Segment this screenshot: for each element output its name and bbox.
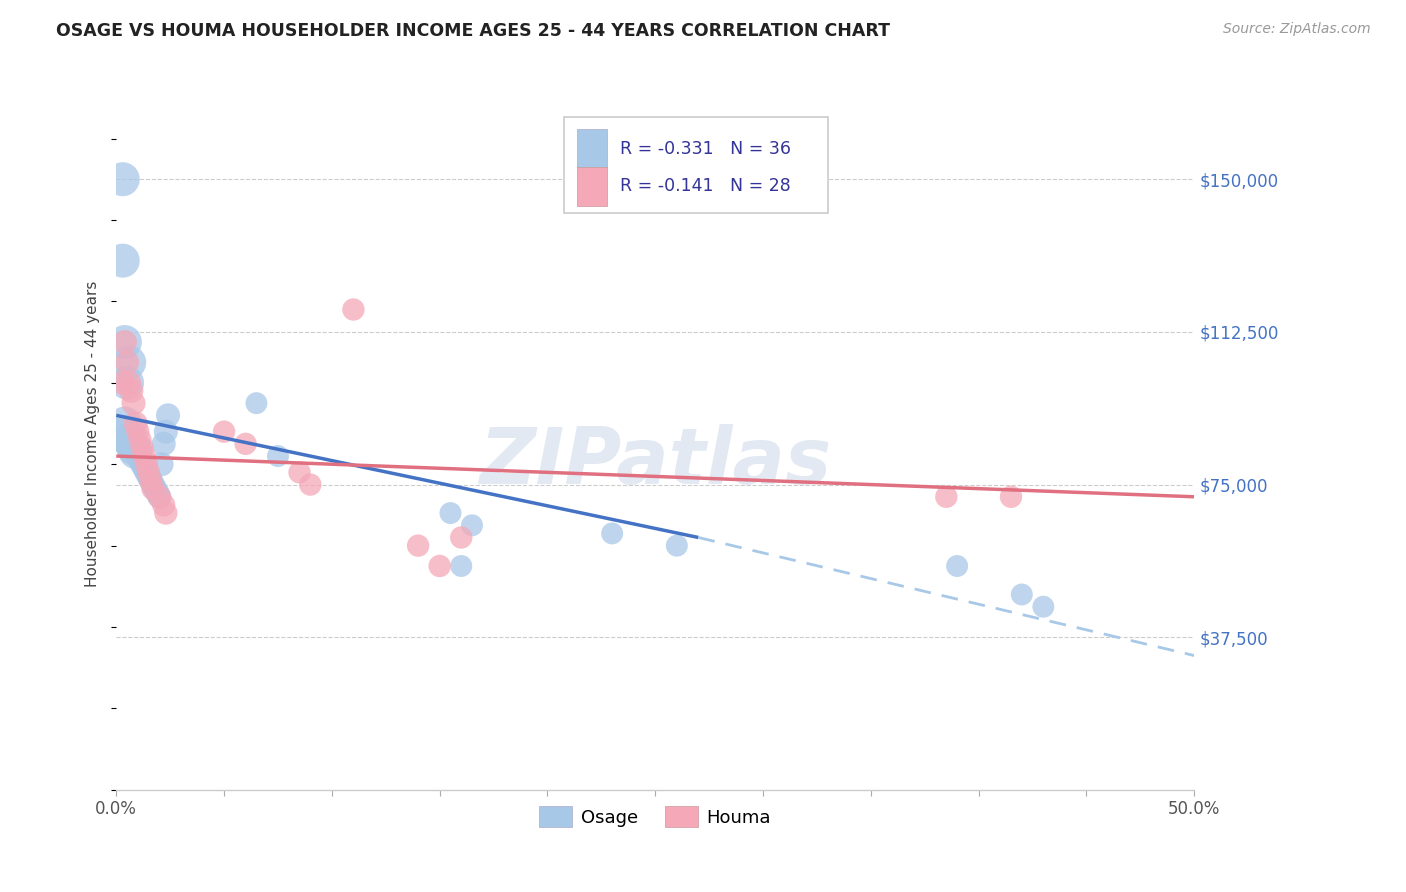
Point — [139, 474, 162, 488]
Point — [122, 396, 145, 410]
Y-axis label: Householder Income Ages 25 - 44 years: Householder Income Ages 25 - 44 years — [86, 280, 100, 587]
Point — [1011, 587, 1033, 601]
Text: OSAGE VS HOUMA HOUSEHOLDER INCOME AGES 25 - 44 YEARS CORRELATION CHART: OSAGE VS HOUMA HOUSEHOLDER INCOME AGES 2… — [56, 22, 890, 40]
FancyBboxPatch shape — [576, 167, 607, 206]
Point — [935, 490, 957, 504]
Text: Source: ZipAtlas.com: Source: ZipAtlas.com — [1223, 22, 1371, 37]
Legend: Osage, Houma: Osage, Houma — [533, 799, 779, 834]
Point — [111, 253, 134, 268]
Point — [600, 526, 623, 541]
Point — [245, 396, 267, 410]
Point — [135, 466, 157, 480]
Point — [1032, 599, 1054, 614]
Point — [131, 441, 153, 455]
Point — [138, 469, 160, 483]
Text: ZIPatlas: ZIPatlas — [479, 425, 831, 500]
Point — [946, 559, 969, 574]
Point — [120, 437, 142, 451]
Point — [143, 482, 166, 496]
Point — [156, 409, 179, 423]
Point — [429, 559, 451, 574]
Point — [235, 437, 257, 451]
Point — [124, 417, 146, 431]
Point — [129, 453, 152, 467]
Point — [122, 441, 145, 455]
Point — [146, 485, 169, 500]
Point — [152, 437, 174, 451]
Point — [450, 531, 472, 545]
Point — [114, 334, 136, 349]
Point — [1000, 490, 1022, 504]
Point — [139, 474, 162, 488]
Point — [439, 506, 461, 520]
Point — [134, 461, 156, 475]
FancyBboxPatch shape — [576, 129, 607, 169]
Point — [127, 449, 149, 463]
Point — [118, 376, 141, 390]
FancyBboxPatch shape — [564, 117, 828, 213]
Point — [342, 302, 364, 317]
Point — [118, 355, 141, 369]
Point — [115, 425, 138, 439]
Point — [131, 457, 153, 471]
Point — [115, 355, 138, 369]
Point — [267, 449, 290, 463]
Point — [155, 425, 177, 439]
Point — [461, 518, 484, 533]
Point — [111, 376, 134, 390]
Point — [665, 539, 688, 553]
Point — [118, 433, 141, 447]
Point — [212, 425, 235, 439]
Point — [111, 172, 134, 186]
Point — [288, 466, 311, 480]
Point — [114, 417, 136, 431]
Point — [152, 498, 174, 512]
Point — [127, 425, 149, 439]
Point — [142, 482, 165, 496]
Point — [148, 490, 170, 504]
Point — [148, 490, 170, 504]
Point — [114, 334, 136, 349]
Text: R = -0.331   N = 36: R = -0.331 N = 36 — [620, 140, 790, 158]
Point — [155, 506, 177, 520]
Point — [406, 539, 429, 553]
Point — [138, 466, 160, 480]
Point — [124, 445, 146, 459]
Point — [135, 457, 157, 471]
Point — [299, 477, 322, 491]
Point — [450, 559, 472, 574]
Text: R = -0.141   N = 28: R = -0.141 N = 28 — [620, 178, 790, 195]
Point — [142, 477, 165, 491]
Point — [120, 384, 142, 398]
Point — [150, 457, 173, 471]
Point — [134, 449, 156, 463]
Point — [115, 376, 138, 390]
Point — [129, 433, 152, 447]
